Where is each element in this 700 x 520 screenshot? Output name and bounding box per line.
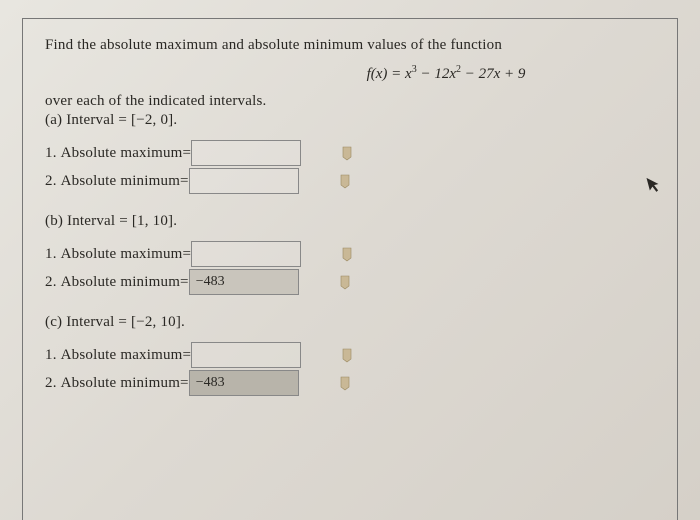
q-number: 2. <box>45 274 57 291</box>
q-number: 1. <box>45 145 57 162</box>
intro-line-1: Find the absolute maximum and absolute m… <box>45 37 657 54</box>
part-c-q2-row: 2. Absolute minimum= −483 <box>45 369 657 397</box>
feedback-icon[interactable] <box>339 173 353 189</box>
intro-line-2: over each of the indicated intervals. <box>45 93 657 110</box>
function-equation: f(x) = x3 − 12x2 − 27x + 9 <box>235 64 657 83</box>
part-b-q1-row: 1. Absolute maximum= <box>45 240 657 268</box>
paper-background: Find the absolute maximum and absolute m… <box>0 0 700 520</box>
q-text: Absolute maximum= <box>61 347 192 364</box>
q-number: 1. <box>45 246 57 263</box>
q-text: Absolute minimum= <box>61 274 189 291</box>
answer-input-c2[interactable]: −483 <box>189 370 299 396</box>
part-a-label: (a) Interval = [−2, 0]. <box>45 112 657 129</box>
question-container: Find the absolute maximum and absolute m… <box>22 18 678 520</box>
q-text: Absolute maximum= <box>61 246 192 263</box>
q-number: 2. <box>45 173 57 190</box>
answer-input-c1[interactable] <box>191 342 301 368</box>
feedback-icon[interactable] <box>341 145 355 161</box>
q-text: Absolute minimum= <box>61 173 189 190</box>
answer-input-a1[interactable] <box>191 140 301 166</box>
q-text: Absolute minimum= <box>61 375 189 392</box>
part-b-q2-row: 2. Absolute minimum= −483 <box>45 268 657 296</box>
part-c-label: (c) Interval = [−2, 10]. <box>45 314 657 331</box>
part-b-label: (b) Interval = [1, 10]. <box>45 213 657 230</box>
feedback-icon[interactable] <box>341 347 355 363</box>
q-number: 1. <box>45 347 57 364</box>
part-c-q1-row: 1. Absolute maximum= <box>45 341 657 369</box>
q-text: Absolute maximum= <box>61 145 192 162</box>
answer-input-b2[interactable]: −483 <box>189 269 299 295</box>
answer-input-b1[interactable] <box>191 241 301 267</box>
feedback-icon[interactable] <box>339 274 353 290</box>
part-a-q1-row: 1. Absolute maximum= <box>45 139 657 167</box>
part-a-q2-row: 2. Absolute minimum= <box>45 167 657 195</box>
feedback-icon[interactable] <box>339 375 353 391</box>
feedback-icon[interactable] <box>341 246 355 262</box>
answer-input-a2[interactable] <box>189 168 299 194</box>
q-number: 2. <box>45 375 57 392</box>
